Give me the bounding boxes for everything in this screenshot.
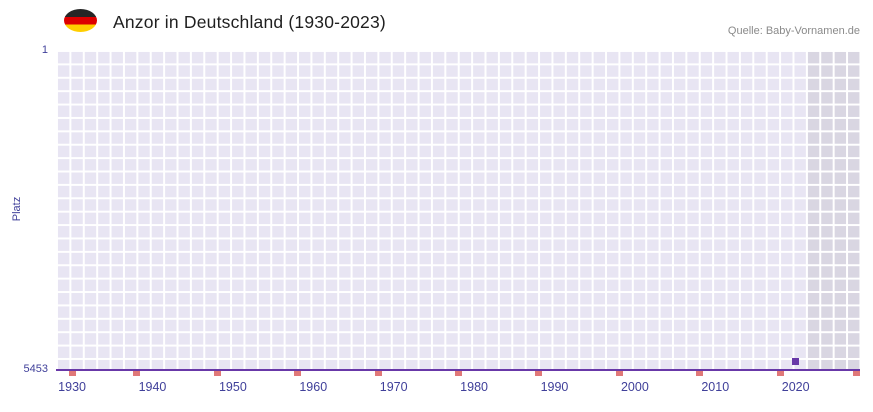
x-tick-label: 2000 (620, 380, 649, 394)
data-point-marker[interactable] (791, 357, 799, 365)
chart-title: Anzor in Deutschland (1930-2023) (113, 12, 386, 32)
no-data-tick (294, 369, 302, 376)
german-flag-icon (64, 9, 97, 32)
x-axis-line (56, 369, 860, 371)
no-data-tick (615, 369, 623, 376)
source-credit: Quelle: Baby-Vornamen.de (727, 25, 860, 37)
x-tick-label: 1960 (299, 380, 328, 394)
x-tick-label: 1990 (540, 380, 569, 394)
plot-area (56, 50, 860, 376)
x-tick-label: 2020 (781, 380, 810, 394)
y-tick-label-bottom: 5453 (23, 363, 48, 375)
x-tick-label: 1970 (379, 380, 408, 394)
no-data-tick (776, 369, 784, 376)
no-data-tick (69, 369, 77, 376)
x-tick-label: 1950 (218, 380, 247, 394)
no-data-tick (455, 369, 462, 376)
no-data-tick (374, 369, 382, 376)
x-tick-label: 2010 (701, 380, 730, 394)
y-tick-label-top: 1 (41, 44, 48, 56)
no-data-tick (133, 369, 141, 376)
y-axis-title: Platz (11, 196, 23, 222)
no-data-tick (696, 369, 704, 376)
x-tick-label: 1940 (138, 380, 167, 394)
no-data-tick (213, 369, 221, 376)
no-data-tick (535, 369, 543, 376)
gridlines (56, 50, 860, 371)
x-axis-labels: 1930 1940 1950 1960 1970 1980 1990 2000 2010 2020 (56, 380, 860, 398)
x-tick-label: 1930 (58, 380, 86, 394)
x-tick-label: 1980 (460, 380, 488, 394)
no-data-tick (852, 369, 860, 376)
